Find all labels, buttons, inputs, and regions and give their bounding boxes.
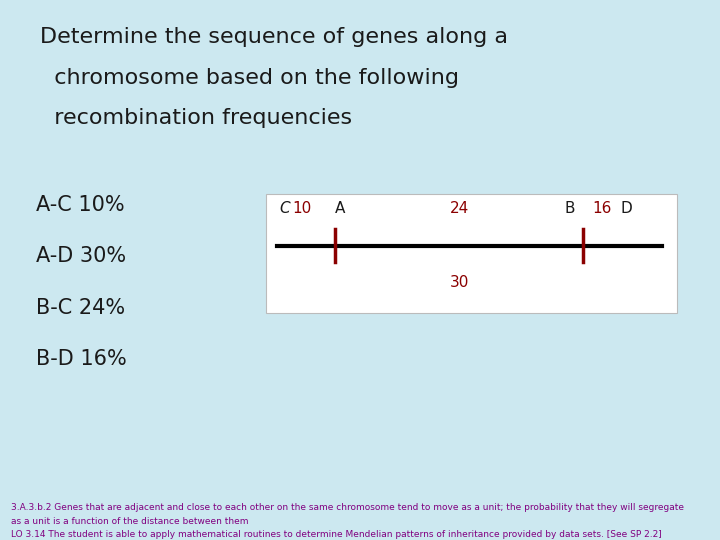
- Text: 30: 30: [449, 275, 469, 291]
- Text: A: A: [336, 201, 346, 216]
- Text: A-D 30%: A-D 30%: [36, 246, 126, 267]
- Text: LO 3.14 The student is able to apply mathematical routines to determine Mendelia: LO 3.14 The student is able to apply mat…: [11, 530, 662, 539]
- Text: 10: 10: [293, 201, 312, 216]
- Text: B: B: [565, 201, 575, 216]
- Text: chromosome based on the following: chromosome based on the following: [40, 68, 459, 87]
- Text: D: D: [621, 201, 632, 216]
- Text: 24: 24: [449, 201, 469, 216]
- Text: 16: 16: [593, 201, 611, 216]
- Text: B-D 16%: B-D 16%: [36, 349, 127, 369]
- Text: as a unit is a function of the distance between them: as a unit is a function of the distance …: [11, 517, 248, 526]
- Text: recombination frequencies: recombination frequencies: [40, 108, 352, 128]
- Text: A-C 10%: A-C 10%: [36, 195, 125, 215]
- Bar: [266, 194, 677, 313]
- Text: 3.A.3.b.2 Genes that are adjacent and close to each other on the same chromosome: 3.A.3.b.2 Genes that are adjacent and cl…: [11, 503, 684, 512]
- Text: Determine the sequence of genes along a: Determine the sequence of genes along a: [40, 27, 508, 47]
- Text: C: C: [279, 201, 289, 216]
- Text: B-C 24%: B-C 24%: [36, 298, 125, 318]
